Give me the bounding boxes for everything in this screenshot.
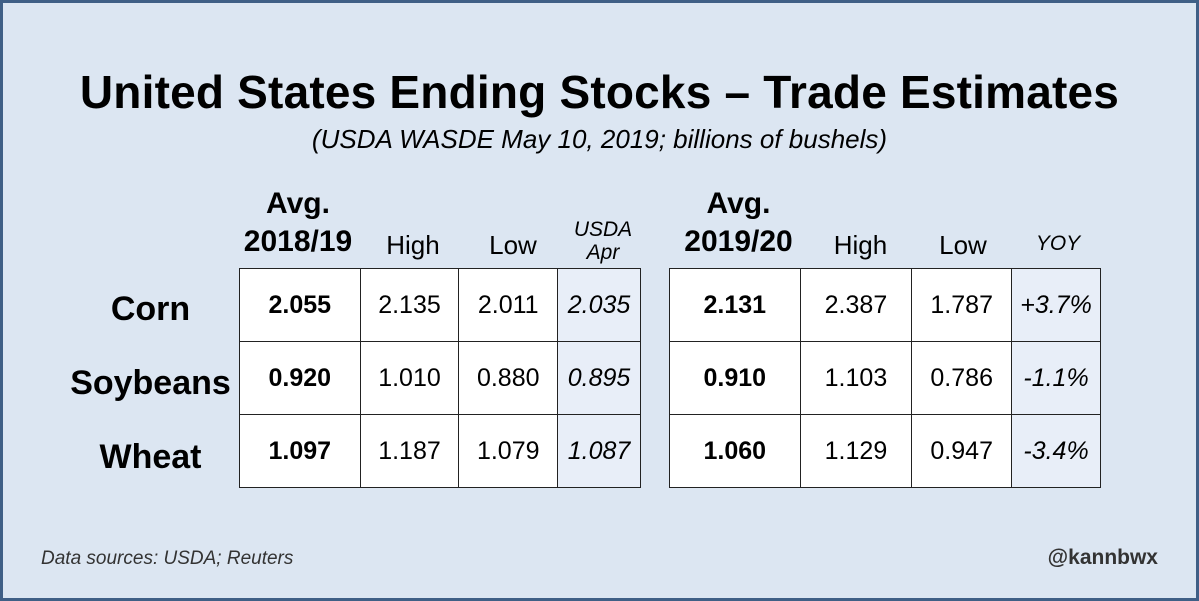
cell-avg: 2.055 xyxy=(239,268,361,342)
cell-avg: 0.920 xyxy=(239,341,361,415)
author-handle: @kannbwx xyxy=(1047,546,1158,569)
cell-avg: 0.910 xyxy=(669,341,801,415)
cell-low: 0.880 xyxy=(458,341,559,415)
header-avg-label: Avg. xyxy=(266,187,330,220)
header-year-label: 2018/19 xyxy=(243,224,353,258)
row-label-wheat: Wheat xyxy=(99,438,202,476)
cell-avg: 2.131 xyxy=(669,268,801,342)
cell-usda-apr: 0.895 xyxy=(557,341,641,415)
cell-low: 1.079 xyxy=(458,414,559,488)
header-apr-label: Apr xyxy=(586,241,620,265)
chart-title: United States Ending Stocks – Trade Esti… xyxy=(79,66,1120,118)
cell-yoy: -3.4% xyxy=(1011,414,1101,488)
cell-low: 0.947 xyxy=(911,414,1013,488)
cell-low: 2.011 xyxy=(458,268,559,342)
row-label-corn: Corn xyxy=(110,290,191,328)
data-source-note: Data sources: USDA; Reuters xyxy=(41,548,294,569)
cell-low: 1.787 xyxy=(911,268,1013,342)
cell-high: 2.387 xyxy=(799,268,913,342)
cell-high: 1.010 xyxy=(359,341,460,415)
cell-yoy: -1.1% xyxy=(1011,341,1101,415)
cell-high: 1.187 xyxy=(359,414,460,488)
cell-avg: 1.060 xyxy=(669,414,801,488)
table-row: 1.060 1.129 0.947 -3.4% xyxy=(669,414,1101,488)
header-low-2018-19: Low xyxy=(489,230,537,260)
header-high-2019-20: High xyxy=(833,230,888,260)
table-2018-19: 2.055 2.135 2.011 2.035 0.920 1.010 0.88… xyxy=(239,268,641,488)
cell-high: 1.129 xyxy=(799,414,913,488)
table-row: 2.131 2.387 1.787 +3.7% xyxy=(669,268,1101,342)
header-avg-2019-20: Avg. 2019/20 xyxy=(666,185,811,260)
header-usda-apr: USDA Apr xyxy=(558,218,648,264)
header-avg-2018-19: Avg. 2018/19 xyxy=(228,185,368,260)
cell-high: 2.135 xyxy=(359,268,460,342)
header-year-label: 2019/20 xyxy=(684,224,793,258)
row-label-soybeans: Soybeans xyxy=(70,364,231,402)
header-avg-label: Avg. xyxy=(706,187,771,220)
cell-avg: 1.097 xyxy=(239,414,361,488)
cell-high: 1.103 xyxy=(799,341,913,415)
header-low-2019-20: Low xyxy=(939,230,987,260)
cell-usda-apr: 1.087 xyxy=(557,414,641,488)
table-row: 1.097 1.187 1.079 1.087 xyxy=(239,414,641,488)
header-high-2018-19: High xyxy=(386,230,440,260)
chart-subtitle: (USDA WASDE May 10, 2019; billions of bu… xyxy=(311,124,888,154)
header-yoy: YOY xyxy=(1035,232,1081,255)
table-row: 2.055 2.135 2.011 2.035 xyxy=(239,268,641,342)
header-usda-label: USDA xyxy=(573,218,633,241)
cell-yoy: +3.7% xyxy=(1011,268,1101,342)
cell-low: 0.786 xyxy=(911,341,1013,415)
table-row: 0.910 1.103 0.786 -1.1% xyxy=(669,341,1101,415)
cell-usda-apr: 2.035 xyxy=(557,268,641,342)
table-row: 0.920 1.010 0.880 0.895 xyxy=(239,341,641,415)
table-2019-20: 2.131 2.387 1.787 +3.7% 0.910 1.103 0.78… xyxy=(669,268,1101,488)
